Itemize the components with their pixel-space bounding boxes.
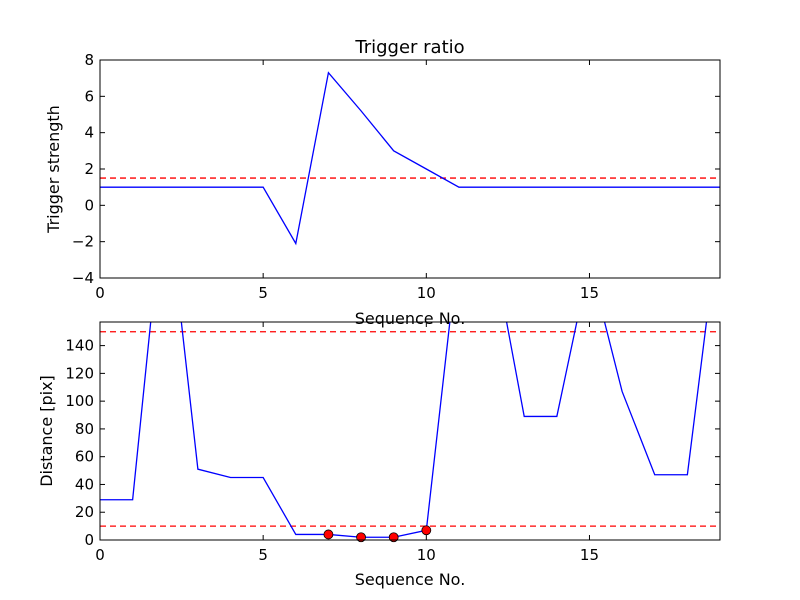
- bottom-axes-frame: [99, 321, 721, 541]
- top-chart-title: Trigger ratio: [354, 37, 464, 58]
- top-y-tick-label: −4: [72, 269, 94, 287]
- bottom-y-tick-label: 60: [75, 448, 94, 466]
- bottom-y-tick-label: 100: [65, 392, 94, 410]
- top-y-tick-label: 4: [84, 124, 94, 142]
- top-y-tick-label: 8: [84, 51, 94, 69]
- bottom-x-axis-label: Sequence No.: [355, 570, 466, 589]
- bottom-y-tick-label: 120: [65, 364, 94, 382]
- bottom-chart: 0 5 10 15 0 20 40 60 80 100 120 140 Sequence No. Di…: [37, 321, 721, 589]
- top-x-tick-label: 10: [417, 284, 436, 302]
- top-y-axis-label: Trigger strength: [44, 105, 63, 234]
- bottom-y-tick-label: 140: [65, 337, 94, 355]
- bottom-x-tick-label: 5: [258, 546, 268, 564]
- bottom-y-tick-label: 80: [75, 420, 94, 438]
- bottom-data-point: [323, 529, 334, 540]
- bottom-y-tick-label: 0: [84, 531, 94, 549]
- top-x-tick-label: 15: [580, 284, 599, 302]
- bottom-x-tick-label: 15: [580, 546, 599, 564]
- bottom-plot-content: [100, 322, 720, 538]
- top-series-line-1: [100, 71, 720, 246]
- top-y-tick-label: −2: [72, 233, 94, 251]
- bottom-plot-area: 0 5 10 15 0 20 40 60 80 100 120 140: [65, 321, 721, 564]
- top-plot-area: 0 5 10 15 −4 −2 0 2 4 6 8: [72, 51, 721, 302]
- bottom-data-point: [421, 525, 432, 536]
- top-x-tick-label: 0: [95, 284, 105, 302]
- top-chart: Trigger ratio 0 5 10 15 −4 −2 0 2 4 6 8 Sequence N…: [44, 37, 721, 328]
- bottom-series-line-1: [100, 322, 708, 538]
- bottom-y-axis-label: Distance [pix]: [37, 375, 56, 487]
- top-plot-content: [100, 71, 720, 246]
- bottom-x-tick-label: 10: [417, 546, 436, 564]
- bottom-data-point: [356, 532, 366, 543]
- top-y-tick-label: 6: [84, 87, 94, 105]
- bottom-y-tick-label: 20: [75, 503, 94, 521]
- top-y-tick-label: 2: [84, 160, 94, 178]
- top-x-tick-label: 5: [258, 284, 268, 302]
- top-y-tick-label: 0: [84, 196, 94, 214]
- top-x-axis-label: Sequence No.: [355, 309, 466, 328]
- bottom-data-point: [388, 532, 399, 543]
- bottom-y-tick-label: 40: [75, 475, 94, 493]
- bottom-x-tick-label: 0: [95, 546, 105, 564]
